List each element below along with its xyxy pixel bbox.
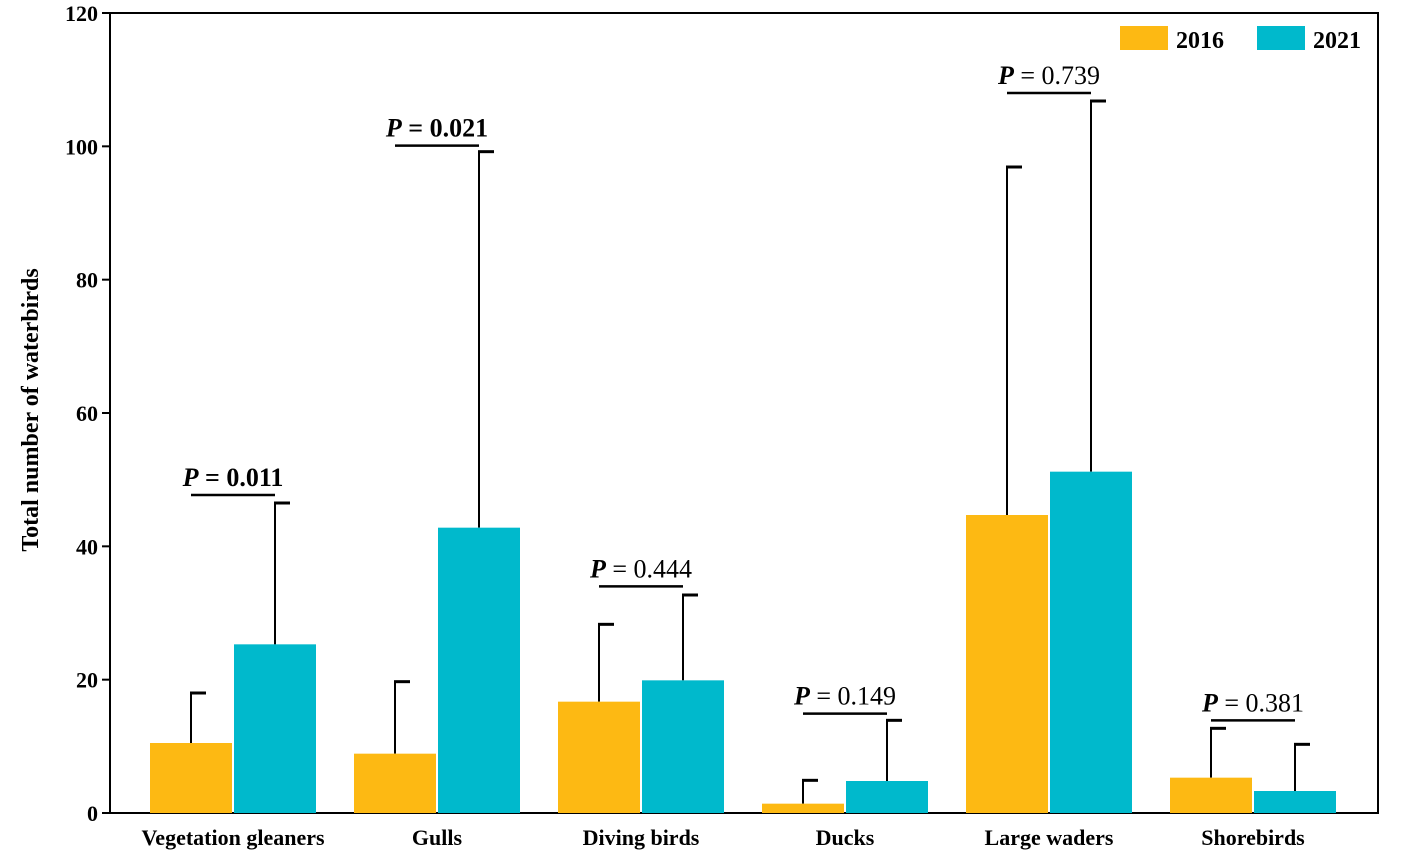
x-tick-label: Vegetation gleaners <box>141 825 325 850</box>
y-tick-label: 20 <box>76 668 98 693</box>
p-value-label: P = 0.739 <box>997 61 1100 90</box>
x-tick-label: Large waders <box>985 825 1114 850</box>
p-value-label: P = 0.021 <box>385 114 488 143</box>
bar-2016 <box>966 515 1048 813</box>
bar-2021 <box>438 527 520 813</box>
x-tick-label: Gulls <box>412 825 463 850</box>
x-tick-label: Diving birds <box>583 825 700 850</box>
legend-label-2016: 2016 <box>1176 28 1224 54</box>
p-value-label: P = 0.149 <box>793 682 896 711</box>
p-value-annotations: P = 0.011 P = 0.021 P = 0.444 P = 0.149 P = … <box>182 61 1304 722</box>
legend-swatch-2016 <box>1120 26 1168 50</box>
y-tick-label: 40 <box>76 534 98 559</box>
p-value-label: P = 0.444 <box>589 554 692 583</box>
y-axis-ticks: 0 20 40 60 80 100 120 <box>65 1 110 826</box>
error-bars <box>190 99 1310 804</box>
y-tick-label: 120 <box>65 1 98 26</box>
y-axis-label: Total number of waterbirds <box>18 268 44 551</box>
bar-2021 <box>642 680 724 813</box>
y-tick-label: 100 <box>65 134 98 159</box>
y-tick-label: 60 <box>76 401 98 426</box>
p-value-label: P = 0.381 <box>1201 688 1304 717</box>
y-tick-label: 0 <box>87 801 98 826</box>
p-value-label: P = 0.011 <box>182 463 284 492</box>
bar-2021 <box>1050 471 1132 813</box>
legend-label-2021: 2021 <box>1313 28 1361 54</box>
legend-swatch-2021 <box>1257 26 1305 50</box>
x-tick-label: Ducks <box>816 825 875 850</box>
x-tick-label: Shorebirds <box>1201 825 1305 850</box>
bar-2021 <box>1254 791 1336 813</box>
x-axis-tick-labels: Vegetation gleaners Gulls Diving birds Duck… <box>141 825 1305 850</box>
bar-2016 <box>762 803 844 813</box>
bars <box>150 471 1336 813</box>
bar-2021 <box>234 644 316 813</box>
bar-2021 <box>846 781 928 813</box>
legend: 2016 2021 <box>1120 26 1361 54</box>
bar-2016 <box>150 743 232 813</box>
bar-2016 <box>354 753 436 813</box>
bar-2016 <box>1170 777 1252 813</box>
y-tick-label: 80 <box>76 268 98 293</box>
bar-2016 <box>558 701 640 813</box>
